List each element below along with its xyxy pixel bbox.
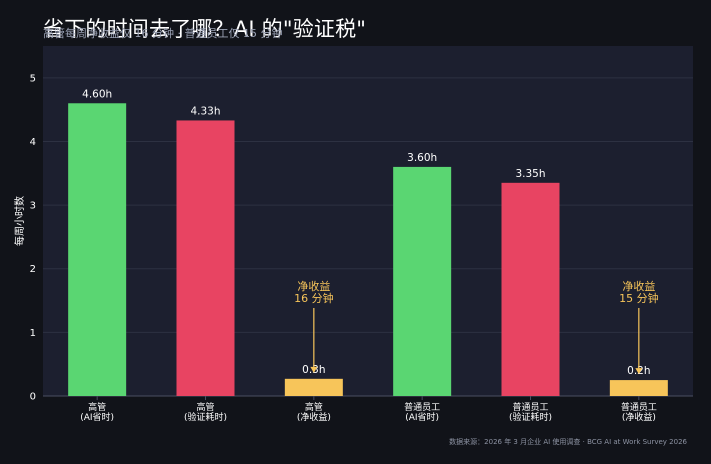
annotation-arrowhead <box>635 368 643 375</box>
x-tick-label: (净收益) <box>622 411 656 423</box>
x-tick-label: 普通员工 <box>512 401 548 413</box>
annotation-text: 净收益 <box>622 279 655 293</box>
chart-title: 省下的时间去了哪？AI 的"验证税" <box>43 17 367 41</box>
x-tick-label: (AI省时) <box>405 411 439 423</box>
bar <box>284 378 343 396</box>
x-tick-label: (验证耗时) <box>509 411 552 423</box>
bar <box>609 380 668 396</box>
annotation-text: 净收益 <box>297 279 330 293</box>
x-tick-label: (验证耗时) <box>184 411 227 423</box>
bar <box>68 103 127 396</box>
y-tick-label: 2 <box>30 264 36 275</box>
x-tick-label: 高管 <box>88 401 106 413</box>
y-tick-label: 0 <box>30 392 36 403</box>
y-axis-label: 每周小时数 <box>13 196 26 246</box>
x-tick-label: 高管 <box>305 401 323 413</box>
bar-value-label: 4.60h <box>82 88 112 100</box>
x-tick-label: 普通员工 <box>404 401 440 413</box>
source-note: 数据来源：2026 年 3 月企业 AI 使用调查 · BCG AI at Wo… <box>449 438 687 446</box>
y-tick-label: 5 <box>30 73 36 84</box>
axes: 012345高管(AI省时)高管(验证耗时)高管(净收益)普通员工(AI省时)普… <box>30 73 693 423</box>
annotation-text: 15 分钟 <box>619 291 659 305</box>
y-tick-label: 3 <box>30 201 36 212</box>
y-tick-label: 1 <box>30 328 36 339</box>
y-tick-label: 4 <box>30 137 36 148</box>
bar-value-label: 3.60h <box>407 152 437 164</box>
bar <box>393 166 452 396</box>
annotation-text: 16 分钟 <box>294 291 334 305</box>
bar <box>501 182 560 396</box>
x-tick-label: (AI省时) <box>80 411 114 423</box>
x-tick-label: (净收益) <box>297 411 331 423</box>
bar-value-label: 4.33h <box>190 105 220 117</box>
annotation-arrowhead <box>310 366 318 373</box>
bar <box>176 120 235 397</box>
x-tick-label: 普通员工 <box>621 401 657 413</box>
bar-value-label: 3.35h <box>515 168 545 180</box>
bars <box>68 103 668 397</box>
x-tick-label: 高管 <box>196 401 214 413</box>
plot-area <box>43 46 693 396</box>
chart-subtitle: 高管每周净收益仅 16 分钟 · 普通员工仅 15 分钟 <box>43 27 283 40</box>
